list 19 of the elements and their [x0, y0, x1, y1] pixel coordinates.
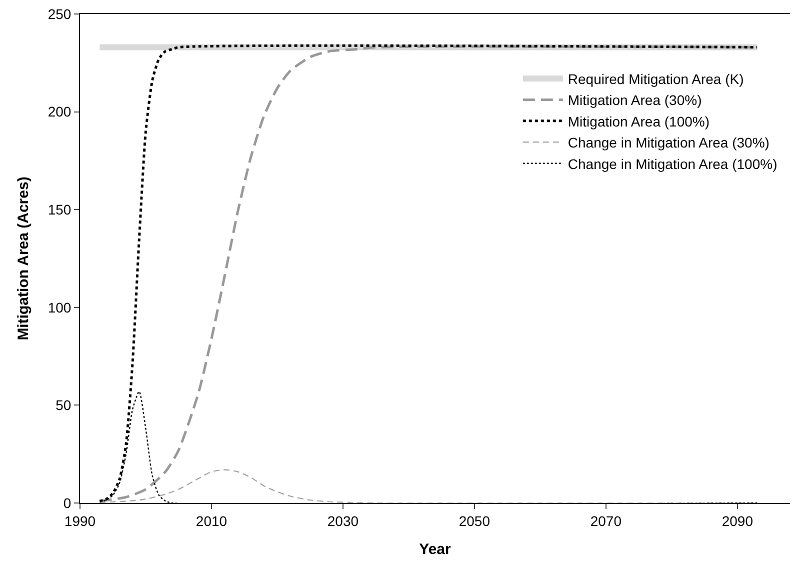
y-tick-label: 50 [56, 397, 72, 414]
legend-label: Mitigation Area (100%) [568, 113, 710, 130]
x-tick-label: 1990 [64, 512, 96, 529]
y-axis-title: Mitigation Area (Acres) [15, 176, 32, 340]
y-tick-label: 100 [48, 299, 72, 316]
x-tick-label: 2090 [722, 512, 754, 529]
y-tick-label: 200 [48, 104, 72, 120]
y-tick-label: 250 [48, 6, 72, 22]
x-tick-label: 2010 [196, 512, 228, 529]
legend-label: Mitigation Area (30%) [568, 92, 702, 108]
legend-label: Change in Mitigation Area (30%) [568, 134, 770, 151]
legend-label: Change in Mitigation Area (100%) [568, 156, 778, 172]
x-tick-label: 2030 [327, 512, 359, 529]
x-axis-title: Year [419, 540, 452, 558]
x-tick-label: 2070 [590, 512, 622, 529]
x-tick-label: 2050 [458, 512, 490, 529]
y-tick-label: 150 [48, 202, 72, 218]
legend-label: Required Mitigation Area (K) [568, 70, 744, 87]
y-tick-label: 0 [63, 494, 72, 511]
